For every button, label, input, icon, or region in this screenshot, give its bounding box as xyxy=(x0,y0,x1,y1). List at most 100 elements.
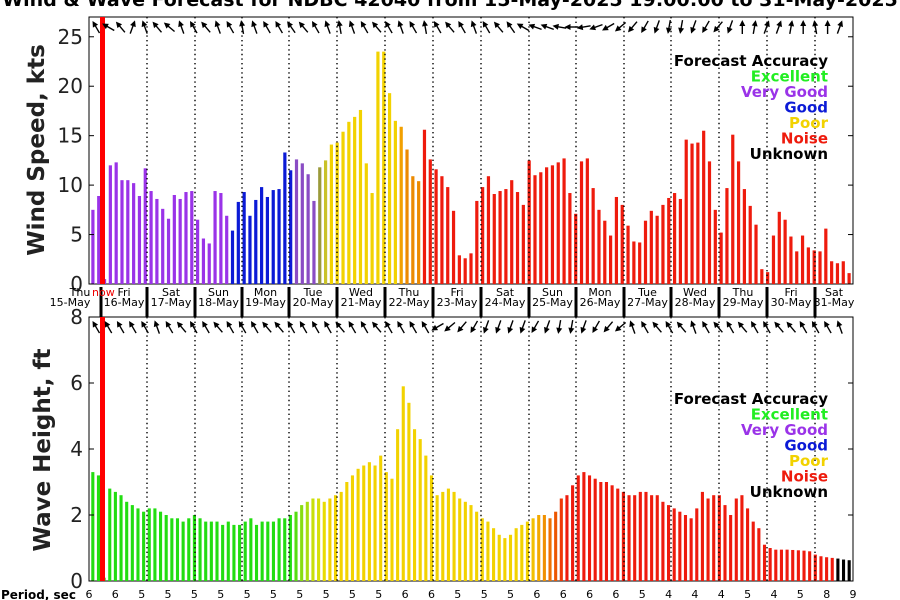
wind-bar xyxy=(481,187,485,284)
period-value: 6 xyxy=(428,588,435,600)
direction-arrow xyxy=(213,321,223,333)
wind-bar xyxy=(597,209,601,284)
direction-arrow xyxy=(592,320,601,334)
wind-bar xyxy=(97,195,101,284)
direction-arrow xyxy=(751,320,759,334)
wave-bar xyxy=(254,524,259,581)
direction-arrow xyxy=(312,20,320,34)
wind-bar xyxy=(446,187,450,284)
wave-bar xyxy=(232,524,236,581)
wind-bar xyxy=(643,220,648,284)
wave-bar xyxy=(96,475,101,581)
wave-bar xyxy=(621,491,625,581)
weekday-label: Wed xyxy=(349,286,373,299)
direction-arrow xyxy=(614,321,627,332)
wave-bar xyxy=(367,462,371,581)
date-label: 17-May xyxy=(151,296,192,309)
direction-arrow xyxy=(444,321,456,332)
date-label: 16-May xyxy=(104,296,145,309)
wave-bar xyxy=(678,511,682,581)
wave-bar xyxy=(830,557,834,581)
wind-bar xyxy=(533,175,537,284)
wind-bar xyxy=(370,193,374,284)
period-value: 6 xyxy=(586,588,593,600)
wave-bar xyxy=(452,491,456,581)
wave-bar xyxy=(130,505,134,581)
wave-bar xyxy=(480,518,484,581)
wave-bar xyxy=(243,521,247,581)
date-label: 27-May xyxy=(627,296,668,309)
direction-arrow xyxy=(775,20,782,34)
period-value: 5 xyxy=(217,588,224,600)
wind-bar xyxy=(329,144,333,284)
direction-arrow xyxy=(836,20,843,34)
wind-bar xyxy=(213,191,217,284)
wind-bar xyxy=(795,251,799,284)
period-value: 6 xyxy=(533,588,540,600)
day-boundary-tick xyxy=(383,287,387,317)
wave-bar xyxy=(119,495,123,581)
wind-bar xyxy=(312,200,316,284)
period-value: 5 xyxy=(138,588,145,600)
legend-item: Good xyxy=(784,99,828,117)
wind-bar xyxy=(393,120,397,284)
legend-item: Noise xyxy=(781,468,828,486)
wave-bar xyxy=(271,521,275,581)
weekday-label: Sat xyxy=(496,286,515,299)
direction-arrow xyxy=(800,20,807,34)
wind-bar xyxy=(638,242,642,284)
period-value: 5 xyxy=(349,588,356,600)
wave-bar xyxy=(311,498,315,581)
direction-arrow xyxy=(751,20,758,35)
wave-bar xyxy=(362,465,366,581)
direction-arrow xyxy=(676,321,687,333)
direction-arrow xyxy=(176,321,187,333)
direction-arrow xyxy=(312,320,320,334)
wind-bar xyxy=(155,198,159,284)
date-label: 26-May xyxy=(580,296,621,309)
direction-arrow xyxy=(92,20,101,34)
wave-bar xyxy=(661,501,665,581)
wave-bar xyxy=(825,557,829,581)
wind-bar xyxy=(690,143,694,284)
wind-bar xyxy=(835,263,840,284)
date-label: 30-May xyxy=(771,296,812,309)
wave-bar xyxy=(497,534,501,581)
wind-bar xyxy=(353,116,357,284)
wave-bar xyxy=(604,482,609,581)
weekday-label: Sun xyxy=(542,286,563,299)
wave-bar xyxy=(751,521,755,581)
wave-bar xyxy=(565,495,569,581)
wind-bar xyxy=(434,169,438,284)
wave-bar xyxy=(695,508,699,581)
wind-bar xyxy=(672,193,677,284)
direction-arrow xyxy=(540,23,555,31)
wind-bar xyxy=(161,208,165,284)
wind-bar xyxy=(341,131,345,284)
direction-arrow xyxy=(348,20,356,34)
y-tick-label: 4 xyxy=(70,437,83,461)
date-label: 19-May xyxy=(245,296,286,309)
wind-bar xyxy=(667,197,671,284)
weekday-label: Thu xyxy=(398,286,420,299)
legend-title: Forecast Accuracy xyxy=(674,52,828,70)
y-tick-label: 0 xyxy=(70,569,83,593)
wave-bar xyxy=(469,505,473,581)
direction-arrow xyxy=(409,20,418,34)
direction-arrow xyxy=(360,320,369,334)
y-tick-label: 10 xyxy=(58,173,83,197)
wave-bar xyxy=(757,528,761,581)
direction-arrow xyxy=(152,21,163,33)
day-boundary-tick xyxy=(287,287,291,317)
wind-bar xyxy=(684,139,688,284)
day-boundary-tick xyxy=(240,287,244,317)
wave-bar xyxy=(384,472,388,581)
wind-bar xyxy=(225,215,229,284)
wave-bar xyxy=(791,549,795,581)
direction-arrow xyxy=(589,23,603,31)
wave-bar xyxy=(492,528,496,581)
wind-bar xyxy=(591,188,595,284)
period-value: 6 xyxy=(112,588,119,600)
wind-bar xyxy=(417,181,421,284)
